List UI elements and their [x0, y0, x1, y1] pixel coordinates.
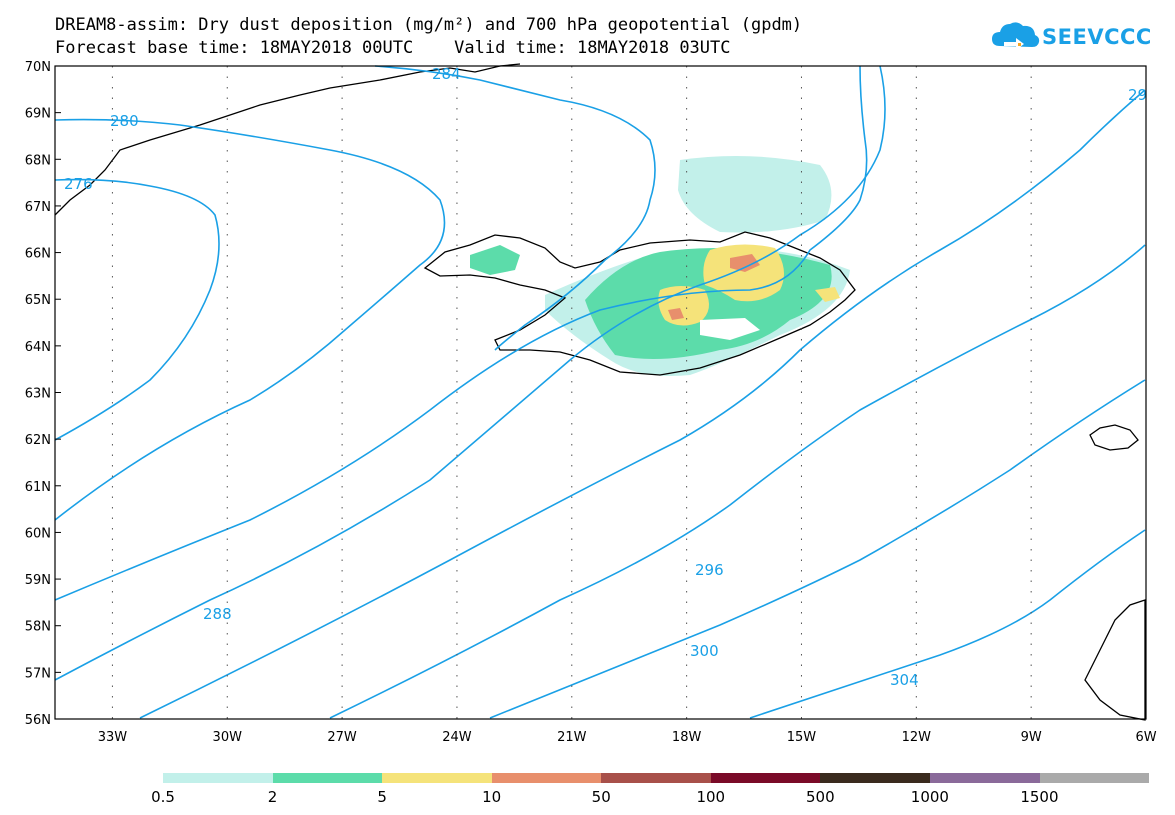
greenland-coast — [54, 63, 521, 216]
lon-tick-label: 18W — [672, 730, 702, 745]
contour-label: 284 — [432, 65, 461, 83]
legend-label: 50 — [591, 788, 611, 806]
legend-swatch — [820, 773, 930, 783]
dust-deposition-field — [470, 156, 850, 376]
contour-308 — [749, 529, 1146, 719]
lat-tick-label: 57N — [25, 666, 51, 681]
dust-area-orange-2 — [668, 308, 684, 320]
geopotential-contours — [54, 65, 1146, 719]
legend-swatch — [1039, 773, 1150, 783]
cloud-logo-icon — [992, 22, 1040, 50]
contour-label: 276 — [64, 175, 93, 193]
lat-tick-label: 60N — [25, 526, 51, 541]
legend-labels: 0.5 2 5 10 50 100 500 1000 1500 — [0, 788, 1175, 808]
dust-area-white-hole — [700, 318, 760, 340]
lat-tick-label: 61N — [25, 480, 51, 495]
faroe-coast — [1089, 424, 1139, 451]
lon-tick-label: 33W — [98, 730, 128, 745]
lon-tick-label: 6W — [1135, 730, 1156, 745]
contour-292 — [54, 65, 868, 601]
contour-284 — [374, 65, 656, 351]
dust-area-light — [678, 156, 832, 233]
contour-288 — [54, 65, 886, 681]
lat-tick-label: 66N — [25, 247, 51, 262]
legend-label: 0.5 — [151, 788, 175, 806]
lat-tick-label: 69N — [25, 107, 51, 122]
lon-tick-label: 27W — [327, 730, 357, 745]
lat-tick-label: 67N — [25, 200, 51, 215]
color-legend — [163, 773, 1150, 783]
dust-area-yellow-3 — [815, 287, 840, 302]
legend-label: 10 — [482, 788, 502, 806]
lat-tick-label: 65N — [25, 293, 51, 308]
lon-tick-label: 21W — [557, 730, 587, 745]
dust-area-orange — [730, 254, 760, 272]
legend-swatch — [382, 773, 492, 783]
coastline — [54, 63, 1146, 721]
legend-label: 1000 — [910, 788, 949, 806]
lat-tick-label: 59N — [25, 573, 51, 588]
axis-labels: 70N 69N 68N 67N 66N 65N 64N 63N 62N 61N 60N 59N 58N 5… — [25, 60, 1157, 745]
map-frame — [54, 65, 1147, 720]
contour-label: 280 — [110, 112, 139, 130]
legend-swatch — [710, 773, 821, 783]
seevccc-logo: SEEVCCC — [990, 16, 1151, 58]
lat-tick-label: 70N — [25, 60, 51, 75]
legend-label: 500 — [806, 788, 835, 806]
lat-tick-label: 63N — [25, 387, 51, 402]
contour-296 — [139, 89, 1146, 719]
contour-300 — [329, 244, 1146, 719]
lat-tick-label: 64N — [25, 340, 51, 355]
legend-swatch — [272, 773, 383, 783]
iceland-coast — [423, 231, 856, 376]
contour-label: 304 — [890, 671, 919, 689]
legend-label: 100 — [696, 788, 726, 806]
dust-area-green-west — [470, 245, 520, 275]
legend-label: 5 — [377, 788, 387, 806]
logo-text: SEEVCCC — [1042, 25, 1152, 49]
legend-swatch — [163, 773, 273, 783]
legend-label: 2 — [267, 788, 278, 806]
lon-tick-label: 15W — [787, 730, 817, 745]
lat-tick-label: 62N — [25, 433, 51, 448]
legend-swatch — [601, 773, 711, 783]
scotland-coast — [1084, 599, 1146, 721]
lon-tick-label: 24W — [442, 730, 472, 745]
lon-tick-label: 12W — [902, 730, 932, 745]
legend-swatch — [491, 773, 602, 783]
contour-label: 29 — [1128, 86, 1147, 104]
contour-280 — [54, 118, 446, 521]
map-title: DREAM8-assim: Dry dust deposition (mg/m²… — [55, 15, 803, 35]
lon-tick-label: 9W — [1021, 730, 1042, 745]
lat-tick-label: 56N — [25, 713, 51, 728]
contour-label: 288 — [203, 605, 232, 623]
graticule — [55, 65, 1032, 720]
map-subtitle: Forecast base time: 18MAY2018 00UTC Vali… — [55, 38, 731, 58]
contour-labels: 284 280 276 288 296 300 304 29 — [64, 65, 1147, 689]
contour-label: 296 — [695, 561, 724, 579]
contour-276 — [54, 178, 220, 441]
contour-304 — [489, 379, 1146, 719]
lat-tick-label: 58N — [25, 620, 51, 635]
legend-swatch — [929, 773, 1040, 783]
contour-label: 300 — [690, 642, 719, 660]
lat-tick-label: 68N — [25, 153, 51, 168]
legend-label: 1500 — [1020, 788, 1059, 806]
lon-tick-label: 30W — [213, 730, 243, 745]
